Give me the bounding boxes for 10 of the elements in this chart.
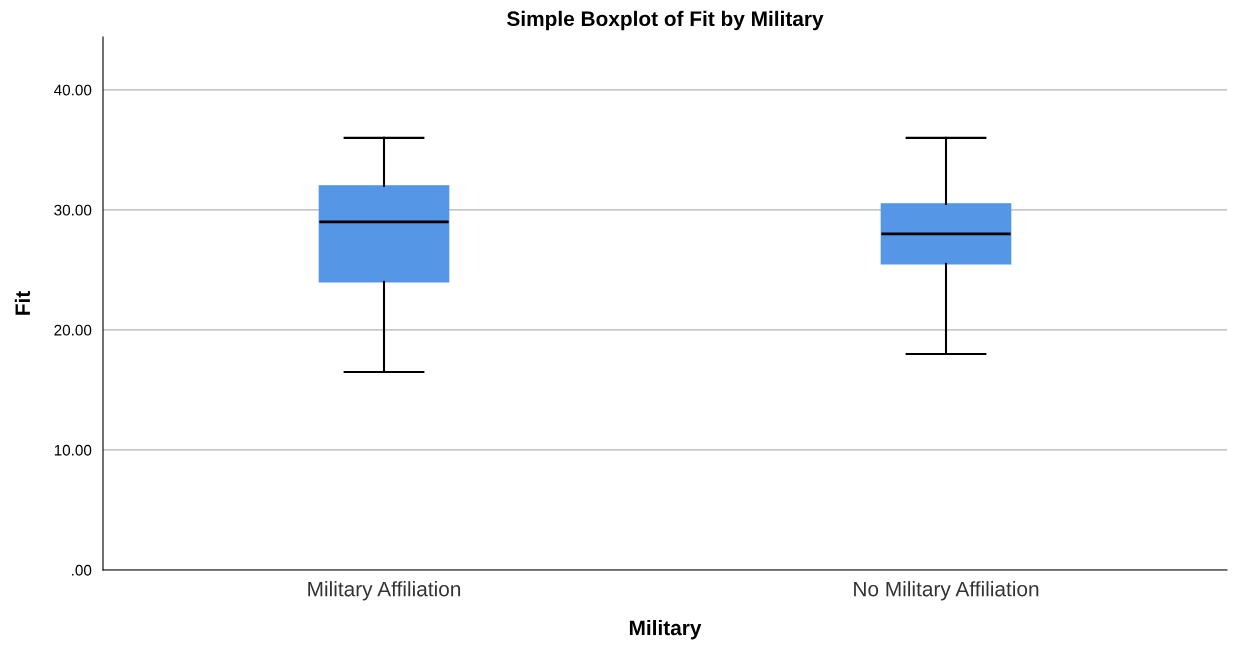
y-tick-label: 20.00 — [54, 324, 92, 336]
x-tick-label: No Military Affiliation — [854, 581, 1039, 601]
y-axis-title: Fit — [14, 291, 31, 315]
x-tick-label: Military Affiliation — [308, 581, 461, 601]
y-tick-label: 30.00 — [54, 204, 92, 216]
chart-title: Simple Boxplot of Fit by Military — [507, 10, 824, 31]
y-tick-label: 10.00 — [54, 444, 92, 456]
y-tick-label: 40.00 — [54, 84, 92, 96]
x-axis-title: Military — [629, 619, 702, 640]
y-tick-label: .00 — [72, 564, 92, 576]
